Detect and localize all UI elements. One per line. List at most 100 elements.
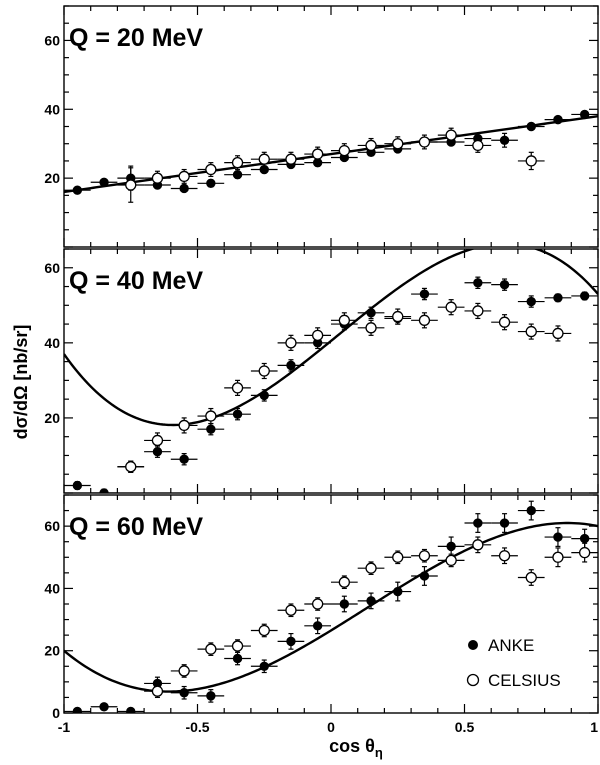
- data-point-anke: [526, 121, 536, 132]
- data-point-anke: [232, 170, 243, 180]
- data-point-celsius: [338, 144, 351, 157]
- legend: ANKE CELSIUS: [466, 636, 561, 690]
- data-point-anke: [99, 488, 109, 493]
- data-point-celsius: [151, 172, 164, 184]
- x-tick-label: 0.5: [455, 719, 475, 735]
- data-point-anke: [526, 296, 536, 307]
- panel-q40: 20 40 60 Q = 40 MeV: [44, 248, 599, 494]
- data-point-anke: [419, 289, 430, 299]
- x-tick-label: 0: [327, 719, 335, 735]
- data-point-celsius: [365, 562, 377, 574]
- data-point-celsius: [178, 665, 190, 677]
- series-anke: [64, 276, 598, 493]
- data-point-celsius: [392, 310, 404, 323]
- y-axis-title: dσ/dΩ [nb/sr]: [11, 325, 31, 440]
- data-point-celsius: [472, 139, 484, 152]
- series-celsius: [117, 299, 572, 473]
- data-point-celsius: [525, 155, 537, 167]
- data-point-celsius: [231, 640, 244, 652]
- data-point-celsius: [392, 551, 404, 563]
- data-point-anke: [126, 706, 136, 713]
- panel-q60: 0 20 40 60 -1 -0.5 0 0.5 1 Q = 60 MeV: [44, 494, 599, 735]
- x-tick-label: -0.5: [185, 719, 209, 735]
- data-point-anke: [179, 454, 189, 464]
- y-tick-label: 20: [44, 643, 60, 659]
- data-point-celsius: [151, 434, 164, 447]
- data-point-anke: [553, 532, 563, 542]
- data-point-anke: [366, 596, 376, 606]
- series-anke: [64, 500, 598, 713]
- data-point-celsius: [418, 136, 431, 148]
- y-tick-label: 20: [44, 170, 60, 186]
- data-point-celsius: [498, 550, 511, 562]
- data-point-celsius: [178, 419, 190, 432]
- data-point-anke: [72, 185, 83, 195]
- fit-curve: [64, 249, 598, 427]
- data-point-anke: [232, 409, 243, 419]
- data-point-anke: [286, 360, 296, 371]
- panel-title: Q = 60 MeV: [69, 513, 203, 541]
- data-point-celsius: [579, 546, 591, 559]
- data-point-anke: [206, 424, 216, 434]
- data-point-celsius: [258, 624, 270, 637]
- legend-anke-marker: [468, 640, 478, 650]
- data-point-celsius: [258, 153, 270, 165]
- data-point-celsius: [552, 551, 564, 563]
- data-point-anke: [579, 533, 590, 544]
- data-point-celsius: [498, 316, 511, 328]
- data-point-anke: [72, 480, 83, 491]
- data-point-celsius: [231, 156, 244, 169]
- data-point-anke: [206, 691, 216, 701]
- data-point-celsius: [365, 139, 377, 152]
- data-point-celsius: [338, 576, 351, 588]
- data-point-celsius: [205, 410, 217, 422]
- data-point-anke: [473, 518, 483, 528]
- data-point-celsius: [285, 153, 297, 165]
- data-point-celsius: [445, 129, 457, 141]
- data-point-anke: [473, 278, 483, 288]
- fit-curve: [64, 521, 598, 693]
- x-axis-title: cos θη: [329, 736, 383, 760]
- y-tick-label: 20: [44, 410, 60, 426]
- data-point-anke: [179, 688, 189, 698]
- data-point-celsius: [205, 643, 217, 655]
- y-tick-label: 40: [44, 101, 60, 117]
- x-axis-title-main: cos θ: [329, 736, 375, 756]
- legend-anke-label: ANKE: [488, 636, 534, 655]
- data-point-anke: [499, 135, 510, 145]
- data-point-anke: [446, 541, 456, 552]
- data-point-anke: [553, 114, 563, 125]
- data-point-celsius: [125, 179, 137, 191]
- data-point-celsius: [338, 314, 351, 326]
- data-point-celsius: [365, 322, 377, 334]
- x-tick-label: 1: [590, 719, 598, 735]
- data-point-celsius: [125, 461, 137, 473]
- legend-celsius-label: CELSIUS: [488, 671, 561, 690]
- data-point-anke: [339, 599, 350, 609]
- data-point-anke: [99, 702, 109, 712]
- data-point-celsius: [311, 598, 324, 610]
- panel-title: Q = 40 MeV: [69, 267, 203, 295]
- data-point-anke: [72, 706, 83, 713]
- data-point-celsius: [445, 554, 457, 567]
- data-point-anke: [286, 636, 296, 647]
- data-point-anke: [419, 571, 430, 581]
- data-point-celsius: [178, 170, 190, 183]
- data-point-celsius: [285, 337, 297, 349]
- data-point-celsius: [231, 382, 244, 394]
- y-tick-label: 60: [44, 518, 60, 534]
- data-point-anke: [232, 653, 243, 664]
- data-point-anke: [553, 293, 563, 303]
- series-anke: [64, 109, 598, 195]
- data-point-anke: [526, 505, 536, 516]
- y-tick-label: 40: [44, 335, 60, 351]
- data-point-celsius: [525, 571, 537, 584]
- data-point-anke: [393, 586, 403, 597]
- y-tick-label: 60: [44, 32, 60, 48]
- data-point-celsius: [311, 329, 324, 341]
- panel-title: Q = 20 MeV: [69, 24, 203, 52]
- data-point-celsius: [392, 138, 404, 150]
- data-point-celsius: [205, 163, 217, 176]
- data-point-celsius: [418, 550, 431, 562]
